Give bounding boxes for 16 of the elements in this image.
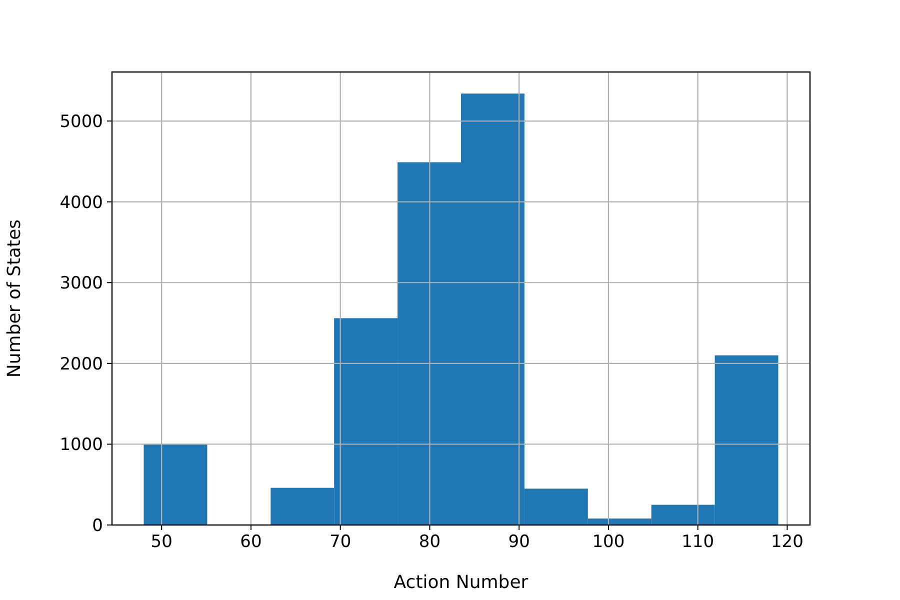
x-tick-label: 80 [418, 532, 441, 552]
y-tick-label: 2000 [60, 354, 103, 374]
x-tick-label: 90 [508, 532, 530, 552]
y-tick-label: 5000 [60, 112, 103, 132]
y-axis-title: Number of States [4, 219, 25, 378]
x-tick-label: 100 [592, 532, 625, 552]
x-tick-label: 60 [240, 532, 262, 552]
x-tick-label: 120 [770, 532, 804, 552]
y-tick-label: 3000 [60, 274, 103, 294]
y-tick-label: 4000 [60, 192, 103, 213]
y-tick-label: 0 [92, 516, 103, 536]
x-tick-label: 110 [682, 532, 714, 552]
x-tick-label: 70 [330, 532, 352, 552]
x-tick-label: 50 [150, 532, 172, 552]
x-axis-title: Action Number [394, 572, 529, 593]
y-tick-label: 1000 [60, 435, 103, 456]
